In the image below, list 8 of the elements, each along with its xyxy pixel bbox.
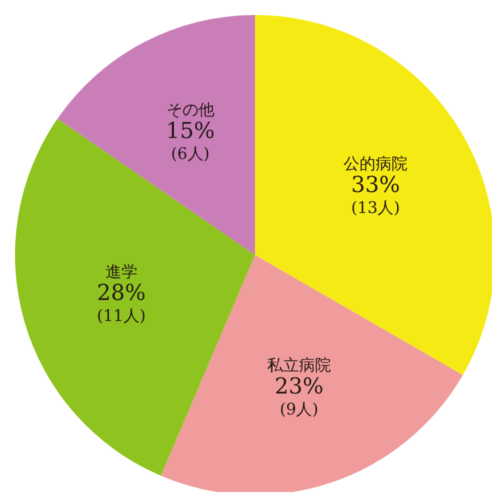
data-label: 23% (9人) <box>274 374 324 419</box>
slice-label: 公的病院 <box>344 154 408 173</box>
data-label: 33% (13人) <box>351 172 400 217</box>
data-label: 28% (11人) <box>96 281 146 326</box>
slice-label: 進学 <box>105 262 138 282</box>
slice-label: その他 <box>166 100 214 120</box>
data-label: 15% (6人) <box>166 119 215 164</box>
slice-label: 私立病院 <box>267 356 332 375</box>
